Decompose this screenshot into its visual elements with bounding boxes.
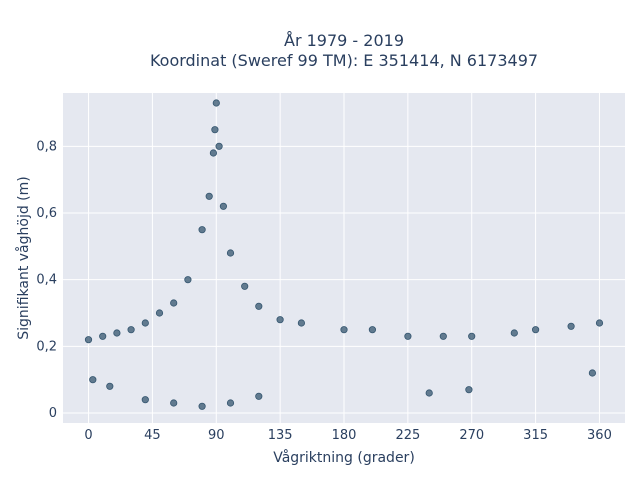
x-tick-label: 180 [332, 428, 357, 443]
data-point [276, 316, 284, 324]
data-point [439, 332, 447, 340]
x-tick-label: 45 [144, 428, 161, 443]
data-point [255, 392, 263, 400]
y-tick-label: 0,2 [36, 339, 57, 354]
data-point [588, 369, 597, 377]
data-point [184, 276, 192, 284]
data-point [368, 326, 376, 334]
x-axis-label: Vågriktning (grader) [273, 449, 415, 466]
data-point [510, 329, 518, 337]
y-tick-label: 0,4 [36, 273, 57, 288]
data-point [340, 326, 348, 334]
data-point [198, 402, 206, 410]
data-point [297, 319, 305, 327]
data-point [127, 326, 135, 334]
data-point [219, 202, 227, 210]
data-point [241, 282, 249, 290]
tick-layer: 0 45 90 135 180 225 270 315 360 0 0,2 0,4 0,6 0,8 [36, 139, 612, 443]
data-point [465, 386, 473, 394]
x-tick-label: 360 [587, 428, 612, 443]
x-tick-label: 225 [395, 428, 420, 443]
y-tick-label: 0 [49, 406, 57, 421]
data-point [211, 126, 219, 134]
y-tick-label: 0,6 [36, 206, 57, 221]
data-point [468, 332, 476, 340]
data-point [141, 396, 149, 404]
y-axis-label: Signifikant våghöjd (m) [15, 176, 32, 339]
x-tick-label: 90 [208, 428, 225, 443]
data-point [531, 326, 540, 334]
data-layer [84, 99, 604, 410]
x-tick-label: 315 [523, 428, 548, 443]
data-point [170, 299, 178, 307]
x-tick-label: 0 [84, 428, 92, 443]
data-point [595, 319, 604, 327]
data-point [215, 142, 223, 150]
data-point [84, 336, 93, 344]
data-point [567, 322, 575, 330]
data-point [89, 376, 97, 384]
y-tick-label: 0,8 [36, 139, 57, 154]
data-point [209, 149, 217, 157]
x-tick-label: 135 [268, 428, 293, 443]
chart-title: År 1979 - 2019 [284, 31, 404, 50]
data-point [170, 399, 178, 407]
data-point [205, 192, 213, 200]
data-point [198, 226, 206, 234]
data-point [226, 399, 235, 407]
chart-subtitle: Koordinat (Sweref 99 TM): E 351414, N 61… [150, 51, 538, 70]
data-point [141, 319, 149, 327]
data-point [425, 389, 433, 397]
data-point [226, 249, 235, 257]
data-point [113, 329, 121, 337]
data-point [212, 99, 220, 107]
data-point [404, 332, 412, 340]
data-point [255, 302, 263, 310]
data-point [106, 382, 114, 390]
data-point [99, 332, 107, 340]
data-point [155, 309, 164, 317]
x-tick-label: 270 [459, 428, 484, 443]
